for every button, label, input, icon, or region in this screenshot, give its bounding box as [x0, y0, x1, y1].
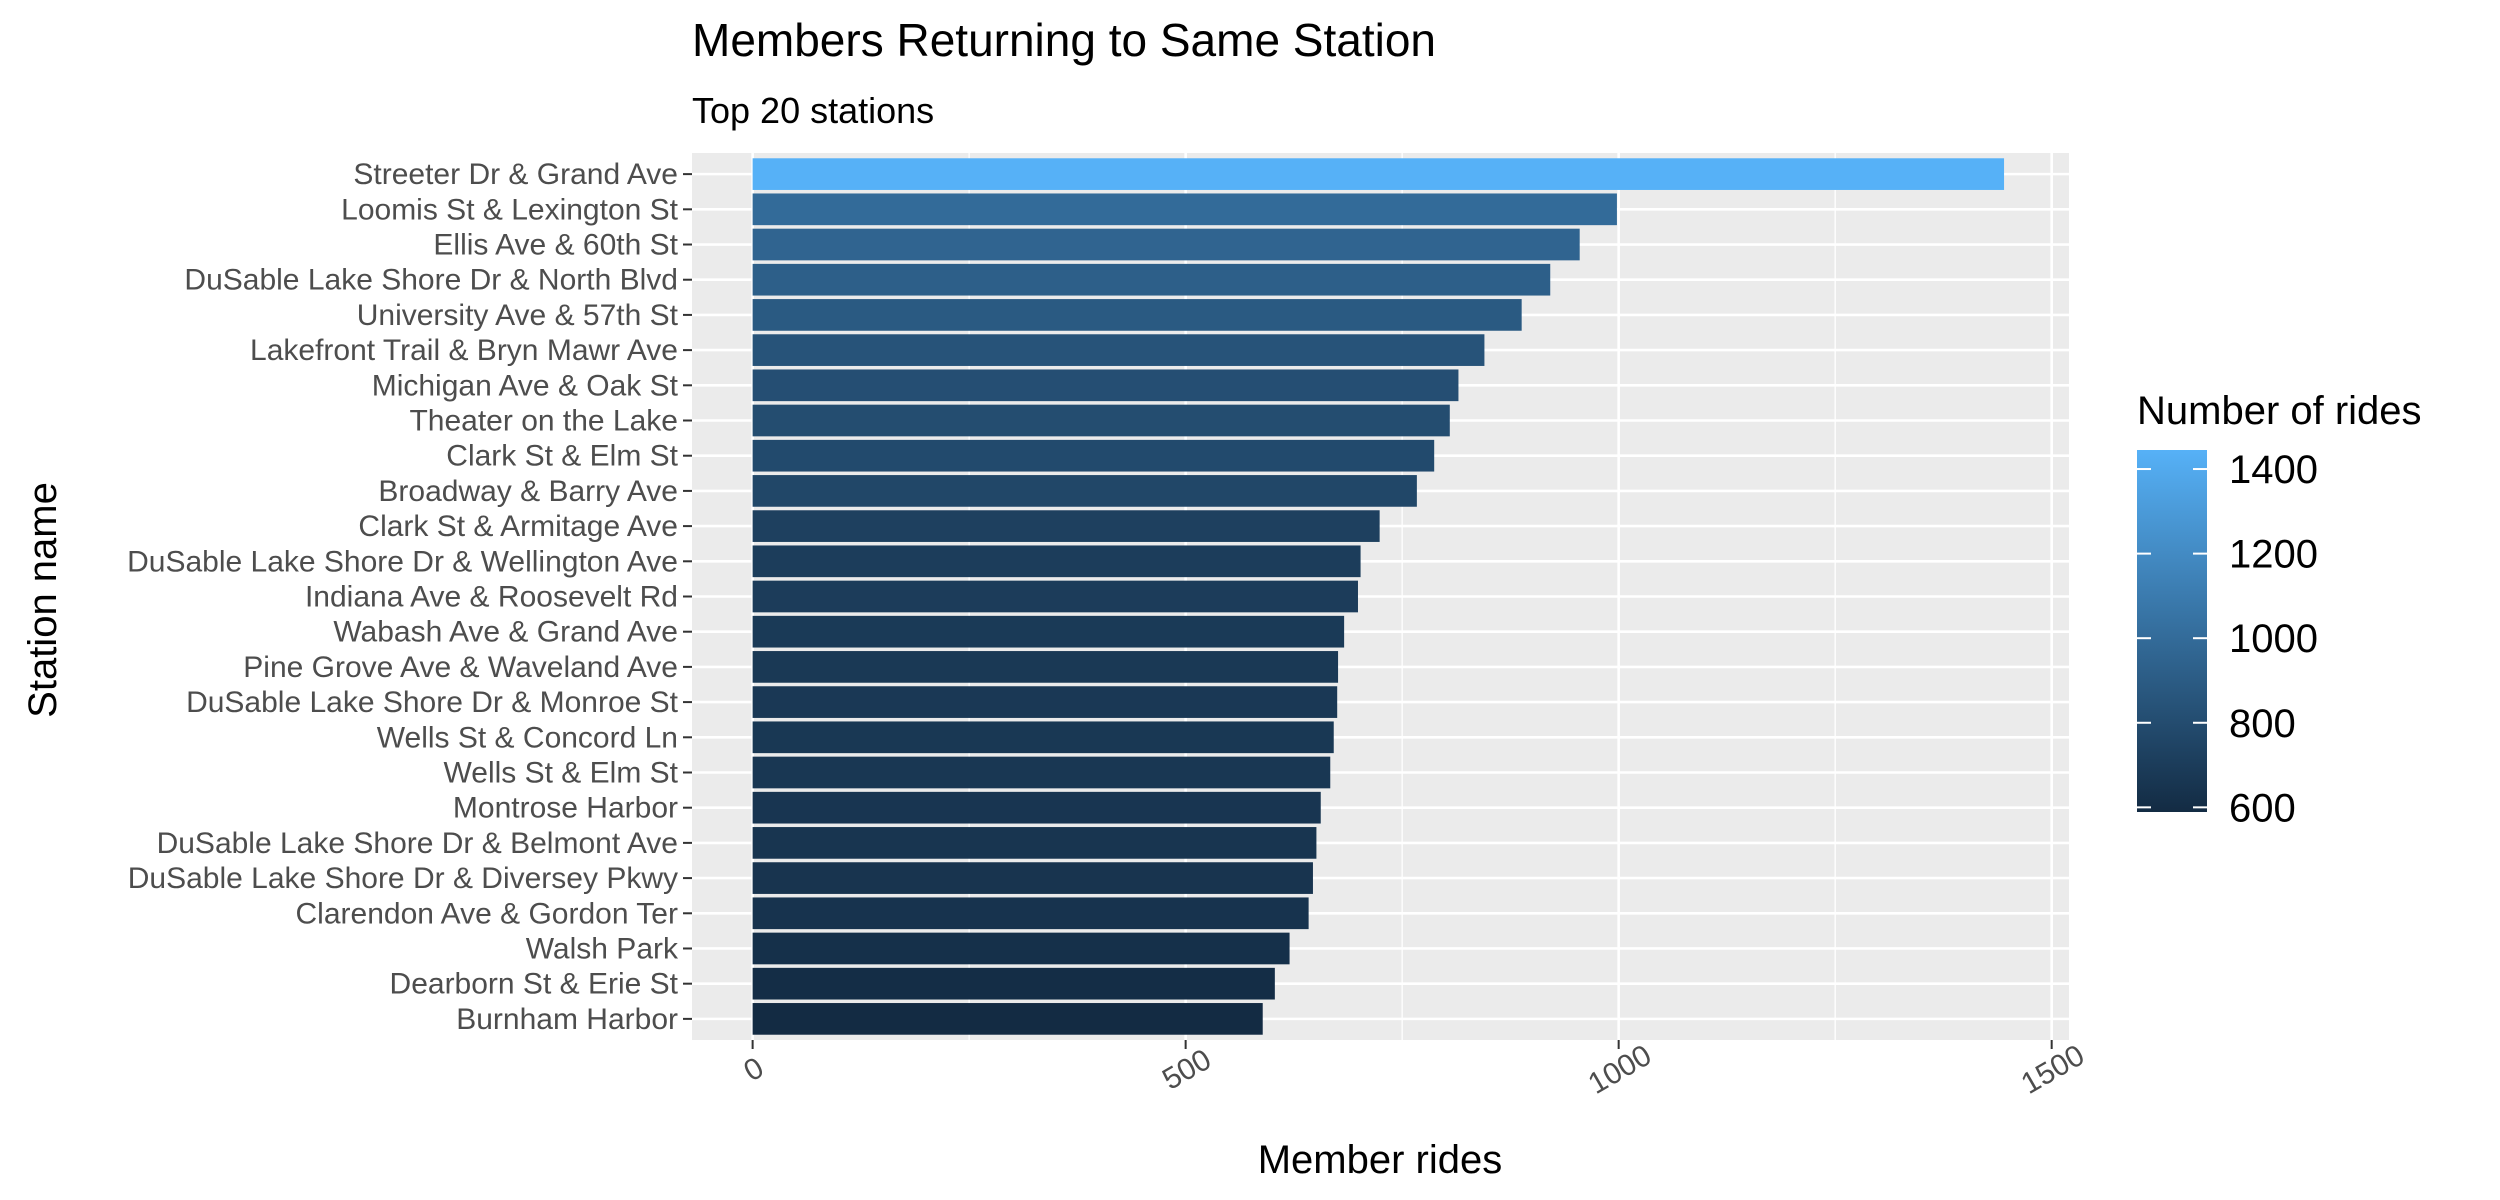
x-axis-ticks: 0 500 1000 1500 [738, 1039, 2090, 1101]
y-tick-label: Broadway & Barry Ave [378, 475, 678, 508]
y-tick-label: Walsh Park [526, 932, 679, 965]
y-tick-label: Pine Grove Ave & Waveland Ave [243, 651, 678, 684]
y-tick-label: Dearborn St & Erie St [390, 968, 679, 1001]
x-axis-title: Member rides [1258, 1138, 1503, 1182]
y-tick-label: Lakefront Trail & Bryn Mawr Ave [250, 334, 678, 367]
bar [752, 439, 1435, 472]
legend-title: Number of rides [2137, 389, 2422, 433]
y-tick-label: Clarendon Ave & Gordon Ter [296, 897, 678, 930]
bar [752, 651, 1339, 683]
bar [752, 475, 1417, 507]
bar [752, 193, 1617, 226]
y-tick-label: Montrose Harbor [453, 792, 678, 825]
bar [752, 580, 1358, 613]
y-tick-label: DuSable Lake Shore Dr & North Blvd [184, 264, 678, 297]
y-tick-label: Theater on the Lake [409, 405, 678, 438]
bar [752, 510, 1380, 542]
chart-title: Members Returning to Same Station [692, 14, 1436, 66]
x-tick-label: 1500 [2016, 1039, 2090, 1101]
y-tick-label: DuSable Lake Shore Dr & Monroe St [186, 686, 679, 719]
x-tick-label: 500 [1157, 1043, 1217, 1097]
bar [752, 299, 1522, 331]
y-tick-label: Ellis Ave & 60th St [433, 229, 678, 262]
y-tick-label: Loomis St & Lexington St [341, 193, 679, 226]
bar [752, 615, 1345, 648]
bar [752, 862, 1313, 894]
legend-tick-label: 1000 [2229, 617, 2318, 661]
bar [752, 791, 1321, 824]
y-tick-label: Wells St & Concord Ln [377, 721, 678, 754]
bar [752, 827, 1317, 859]
bar [752, 158, 2005, 190]
bar [752, 1003, 1263, 1035]
bar [752, 228, 1580, 261]
bar [752, 932, 1290, 965]
bar [752, 897, 1309, 930]
bar [752, 721, 1334, 754]
chart-subtitle: Top 20 stations [692, 90, 934, 131]
y-axis-title: Station name [21, 482, 65, 718]
x-tick-label: 0 [738, 1051, 769, 1088]
y-tick-label: University Ave & 57th St [357, 299, 679, 332]
legend-tick-label: 800 [2229, 702, 2296, 746]
y-tick-label: Wells St & Elm St [444, 756, 679, 789]
y-tick-label: DuSable Lake Shore Dr & Belmont Ave [157, 827, 678, 860]
y-tick-label: Michigan Ave & Oak St [372, 369, 679, 402]
bars [752, 158, 2005, 1035]
y-tick-label: Indiana Ave & Roosevelt Rd [305, 581, 678, 614]
bar [752, 263, 1551, 296]
legend-tick-label: 600 [2229, 786, 2296, 830]
y-tick-label: Burnham Harbor [456, 1003, 678, 1036]
y-tick-label: Streeter Dr & Grand Ave [353, 158, 678, 191]
y-tick-label: DuSable Lake Shore Dr & Diversey Pkwy [128, 862, 678, 895]
bar [752, 545, 1361, 578]
legend-tick-label: 1400 [2229, 448, 2318, 492]
y-tick-label: DuSable Lake Shore Dr & Wellington Ave [127, 545, 678, 578]
x-tick-label: 1000 [1583, 1039, 1657, 1101]
y-tick-label: Clark St & Elm St [446, 440, 678, 473]
legend-colorbar [2137, 450, 2207, 812]
legend-tick-label: 1200 [2229, 533, 2318, 577]
y-tick-label: Clark St & Armitage Ave [358, 510, 678, 543]
bar [752, 334, 1485, 366]
bar [752, 686, 1338, 718]
legend-ticks: 600 800 1000 1200 1400 [2137, 448, 2318, 830]
bar [752, 369, 1459, 402]
bar [752, 967, 1275, 1000]
bar [752, 404, 1450, 437]
y-tick-label: Wabash Ave & Grand Ave [333, 616, 678, 649]
bar [752, 756, 1331, 789]
